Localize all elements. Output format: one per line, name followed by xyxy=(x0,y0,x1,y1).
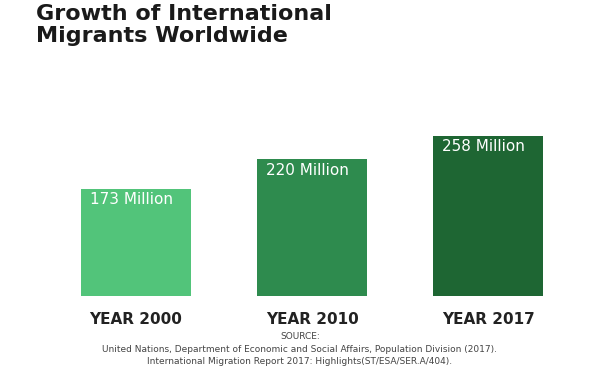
Bar xyxy=(433,136,542,296)
Bar xyxy=(82,189,191,296)
Text: 220 Million: 220 Million xyxy=(266,162,349,178)
Text: Growth of International
Migrants Worldwide: Growth of International Migrants Worldwi… xyxy=(36,4,332,46)
Text: YEAR 2000: YEAR 2000 xyxy=(89,312,182,326)
Text: SOURCE:
United Nations, Department of Economic and Social Affairs, Population Di: SOURCE: United Nations, Department of Ec… xyxy=(103,332,497,366)
Text: 258 Million: 258 Million xyxy=(442,139,525,154)
Text: YEAR 2017: YEAR 2017 xyxy=(442,312,535,326)
Text: 173 Million: 173 Million xyxy=(90,192,173,207)
Text: YEAR 2010: YEAR 2010 xyxy=(266,312,358,326)
Bar xyxy=(257,159,367,296)
